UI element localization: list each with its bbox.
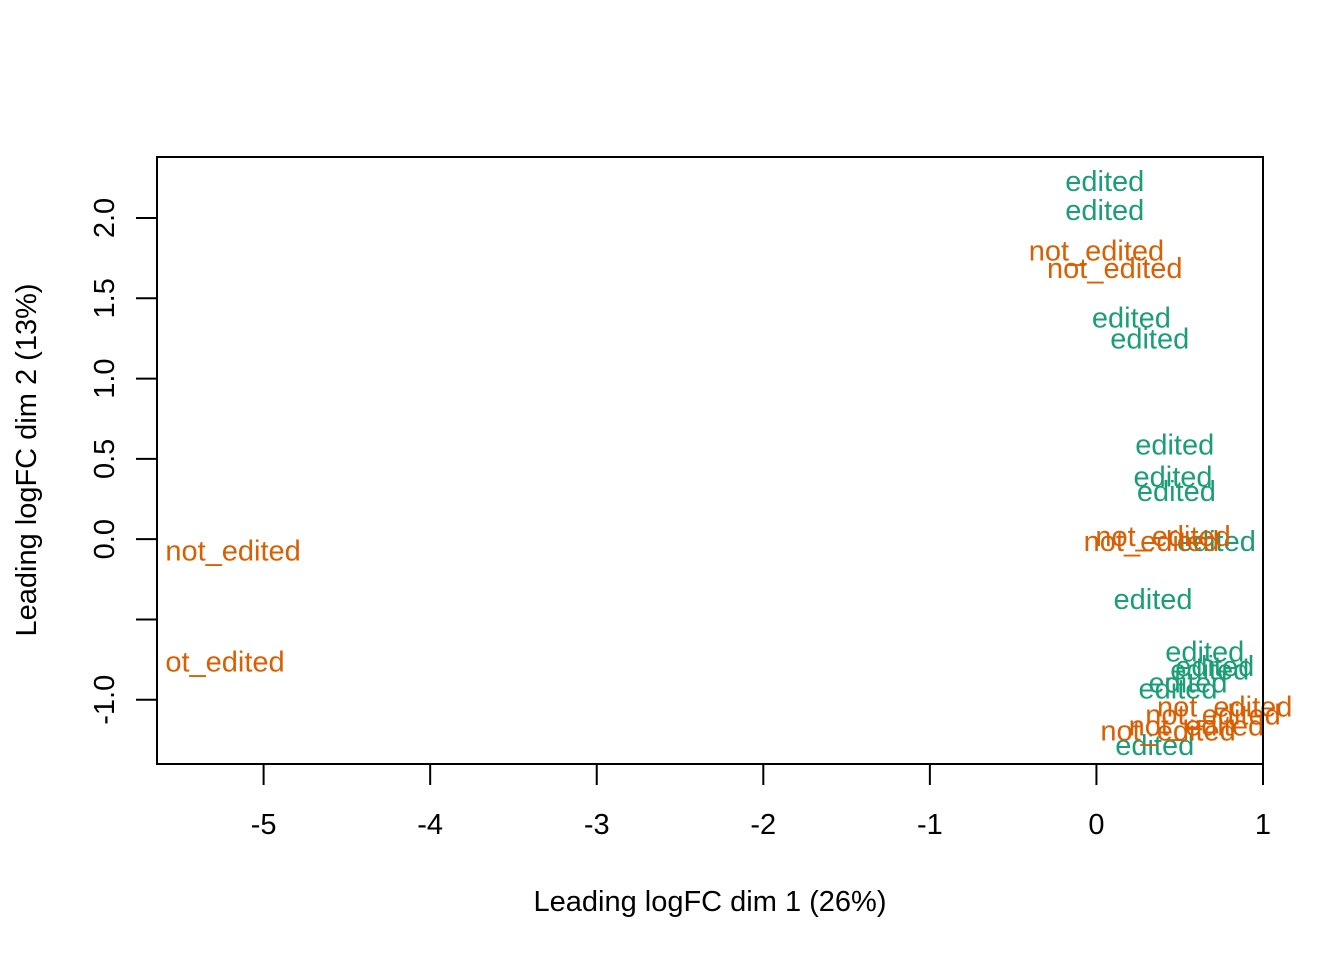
point-label-edited: edited <box>1170 654 1249 686</box>
points-layer: editededitededitededitededitededitededit… <box>165 166 1292 762</box>
y-axis-label: Leading logFC dim 2 (13%) <box>11 283 43 636</box>
point-label-not-edited: ot_edited <box>165 646 284 678</box>
x-tick-label: 0 <box>1088 809 1104 841</box>
x-tick-label: -1 <box>917 809 943 841</box>
y-axis: -1.0 0.0 0.5 1.0 1.5 2.0 <box>89 198 158 725</box>
point-label-not-edited: not_edited <box>1129 711 1264 743</box>
point-label-not-edited: not_edited <box>1047 253 1182 285</box>
point-label-edited: edited <box>1134 462 1213 494</box>
point-label-edited: edited <box>1135 430 1214 462</box>
y-tick-label: -1.0 <box>89 675 121 725</box>
point-label-edited: edited <box>1092 303 1171 335</box>
x-tick-label: -2 <box>750 809 776 841</box>
point-label-edited: edited <box>1115 730 1194 762</box>
point-label-edited: edited <box>1149 667 1228 699</box>
point-label-edited: edited <box>1137 476 1216 508</box>
point-label-not-edited: not_edited <box>1084 526 1219 558</box>
y-tick-label: 2.0 <box>89 198 121 238</box>
point-label-not-edited: not_edited <box>1095 521 1230 553</box>
point-label-edited: edited <box>1065 166 1144 198</box>
point-label-edited: edited <box>1114 584 1193 616</box>
point-label-not-edited: not_edited <box>1145 699 1280 731</box>
x-axis-label: Leading logFC dim 1 (26%) <box>533 886 886 918</box>
point-label-edited: edited <box>1165 637 1244 669</box>
x-tick-label: 1 <box>1255 809 1271 841</box>
point-label-edited: edited <box>1175 651 1254 683</box>
x-tick-label: -4 <box>417 809 443 841</box>
x-tick-label: -5 <box>251 809 277 841</box>
point-label-not-edited: not_edited <box>1029 235 1164 267</box>
x-tick-label: -3 <box>584 809 610 841</box>
y-tick-label: 0.0 <box>89 519 121 559</box>
y-tick-label: 1.5 <box>89 278 121 318</box>
point-label-not-edited: not_edited <box>165 536 300 568</box>
point-label-edited: edited <box>1177 526 1256 558</box>
x-axis: -5 -4 -3 -2 -1 0 1 <box>251 763 1271 841</box>
y-tick-label: 0.5 <box>89 439 121 479</box>
point-label-not-edited: not_edited <box>1100 715 1235 747</box>
point-label-edited: edited <box>1110 324 1189 356</box>
y-tick-label: 1.0 <box>89 358 121 398</box>
point-label-edited: edited <box>1065 195 1144 227</box>
point-label-not-edited: not_edited <box>1157 691 1292 723</box>
point-label-edited: edited <box>1139 674 1218 706</box>
